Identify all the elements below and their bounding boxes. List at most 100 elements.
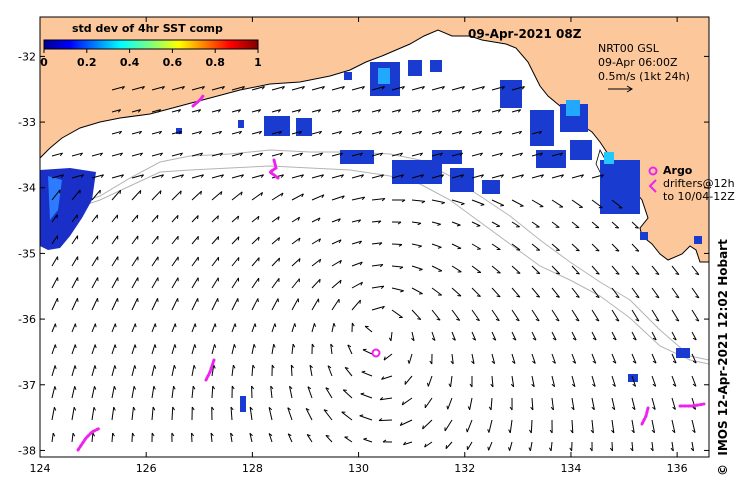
current-arrow-head: [419, 152, 423, 157]
current-arrow-head: [580, 174, 584, 178]
current-arrow-head: [261, 86, 265, 90]
current-arrow-head: [176, 215, 179, 219]
current-arrow: [191, 235, 199, 245]
current-arrow: [371, 220, 381, 223]
current-arrow: [431, 130, 442, 135]
current-arrow: [151, 386, 155, 399]
current-arrow: [91, 407, 95, 421]
current-arrow-head: [361, 86, 365, 90]
current-arrow: [571, 199, 583, 208]
current-arrow: [211, 298, 219, 311]
current-arrow-head: [499, 152, 503, 157]
current-arrow-head: [271, 364, 275, 369]
current-arrow-head: [456, 318, 460, 321]
current-arrow: [111, 323, 116, 333]
current-arrow: [466, 441, 473, 451]
current-arrow: [651, 397, 656, 410]
current-arrow: [171, 214, 179, 223]
colorbar: [43, 39, 259, 50]
current-arrow: [511, 309, 520, 322]
current-arrow-head: [249, 406, 253, 411]
current-arrow: [691, 309, 700, 322]
current-arrow: [591, 419, 594, 433]
current-arrow-head: [117, 109, 122, 113]
current-arrow-head: [158, 130, 163, 135]
current-arrow-head: [555, 319, 560, 322]
current-arrow-head: [500, 204, 504, 207]
current-arrow-head: [241, 86, 245, 90]
current-arrow: [151, 214, 159, 223]
current-arrow: [371, 264, 383, 267]
current-arrow: [291, 174, 304, 179]
current-arrow: [231, 152, 243, 157]
current-arrow: [411, 265, 423, 270]
current-arrow-head: [74, 386, 77, 390]
current-arrow: [351, 109, 361, 113]
current-arrow: [291, 298, 299, 311]
current-arrow: [342, 389, 353, 399]
current-arrow-head: [114, 344, 117, 349]
current-arrow: [287, 433, 293, 443]
current-arrow-head: [467, 406, 471, 410]
current-arrow: [171, 174, 184, 179]
current-arrow-head: [479, 152, 483, 157]
current-arrow-head: [159, 152, 163, 157]
current-arrow-head: [481, 86, 485, 90]
current-arrow: [71, 323, 76, 333]
current-arrow-head: [498, 130, 503, 135]
current-arrow-head: [197, 215, 199, 220]
current-arrow: [671, 419, 676, 433]
current-arrow: [411, 331, 415, 341]
current-arrow: [291, 86, 305, 91]
current-arrow: [511, 331, 517, 341]
map-title: 09-Apr-2021 08Z: [468, 27, 582, 41]
current-arrow-head: [258, 130, 263, 135]
current-arrow-head: [509, 406, 513, 411]
current-arrow-head: [652, 360, 657, 364]
current-arrow-head: [118, 130, 123, 135]
current-arrow: [471, 265, 482, 273]
lat-tick-label: -36: [18, 313, 36, 326]
current-arrow-head: [611, 429, 615, 434]
current-arrow: [611, 441, 614, 452]
current-arrow-head: [501, 86, 505, 90]
current-arrow: [671, 309, 680, 322]
current-arrow-head: [692, 406, 696, 410]
current-arrow: [71, 386, 76, 399]
current-arrow-head: [548, 447, 552, 452]
lon-tick-label: 130: [348, 462, 369, 475]
current-arrow: [451, 331, 456, 341]
current-arrow: [231, 323, 236, 333]
current-arrow-head: [500, 174, 504, 178]
current-arrow: [331, 298, 340, 311]
current-arrow-head: [452, 337, 456, 341]
current-arrow: [378, 419, 393, 422]
current-arrow: [611, 243, 620, 252]
current-arrow: [71, 277, 79, 289]
current-arrow-head: [532, 360, 536, 364]
current-arrow-head: [298, 258, 301, 263]
current-arrow-head: [480, 174, 484, 178]
current-arrow-head: [417, 318, 421, 321]
argo-float[interactable]: [371, 348, 381, 358]
current-arrow-head: [357, 109, 362, 113]
current-arrow-head: [675, 296, 680, 299]
current-arrow: [171, 365, 175, 377]
current-arrow: [251, 109, 261, 113]
current-arrow: [511, 86, 525, 91]
current-arrow: [51, 189, 61, 201]
current-arrow: [371, 152, 383, 157]
lat-tick-label: -33: [18, 116, 36, 129]
current-arrow: [307, 386, 313, 399]
current-arrow-head: [497, 109, 502, 113]
current-arrow: [291, 109, 301, 113]
current-arrow-head: [398, 130, 403, 135]
current-arrow: [191, 256, 199, 267]
current-arrow-head: [652, 337, 657, 341]
current-arrow-head: [219, 152, 223, 157]
current-arrow: [511, 130, 522, 135]
current-arrow: [381, 375, 393, 380]
current-arrow: [651, 441, 654, 451]
current-arrow: [290, 364, 293, 377]
current-arrow: [191, 109, 201, 113]
